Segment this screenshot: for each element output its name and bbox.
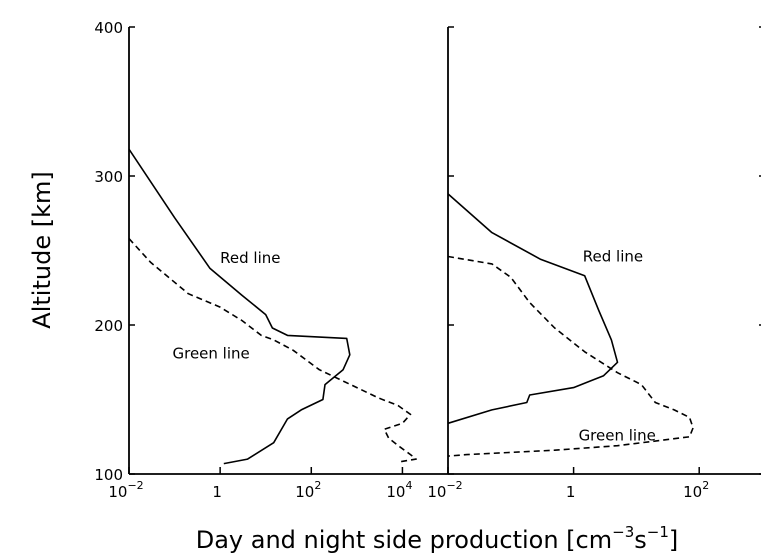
panels: 100 200 300 400 10−2 1 102 104 Red line Green lin… xyxy=(94,19,761,501)
x-axis-title: Day and night side production [cm−3s−1] xyxy=(196,523,679,554)
x-axis-title-end: ] xyxy=(669,526,678,554)
y-tick-label: 200 xyxy=(94,317,123,335)
x-axis-title-exp2: −1 xyxy=(647,523,669,541)
y-tick-label: 400 xyxy=(94,19,123,37)
panel-left: 100 200 300 400 10−2 1 102 104 Red line Green lin… xyxy=(94,19,448,501)
x-tick-label: 102 xyxy=(683,479,709,501)
x-axis-title-mid: s xyxy=(634,526,647,554)
x-tick-label: 102 xyxy=(295,479,321,501)
red-line-curve-left xyxy=(128,148,351,465)
y-tick-label: 100 xyxy=(94,466,123,484)
curve-annotation: Red line xyxy=(220,249,280,267)
x-tick-label: 1 xyxy=(212,483,222,501)
x-tick-label: 10−2 xyxy=(427,479,462,501)
x-tick-label: 10−2 xyxy=(108,479,143,501)
green-line-curve-right xyxy=(447,255,694,457)
curve-annotation: Green line xyxy=(172,344,249,362)
panel-right: 10−2 1 102 Red line Green line xyxy=(427,26,761,501)
x-tick-label: 1 xyxy=(566,483,576,501)
x-tick-label: 104 xyxy=(386,479,412,501)
x-axis-title-main: Day and night side production [cm xyxy=(196,526,612,554)
y-tick-label: 300 xyxy=(94,168,123,186)
curve-annotation: Red line xyxy=(583,247,643,265)
x-axis-title-exp1: −3 xyxy=(612,523,634,541)
curve-annotation: Green line xyxy=(579,426,656,444)
red-line-curve-right xyxy=(447,193,619,425)
y-axis-title: Altitude [km] xyxy=(28,171,56,328)
